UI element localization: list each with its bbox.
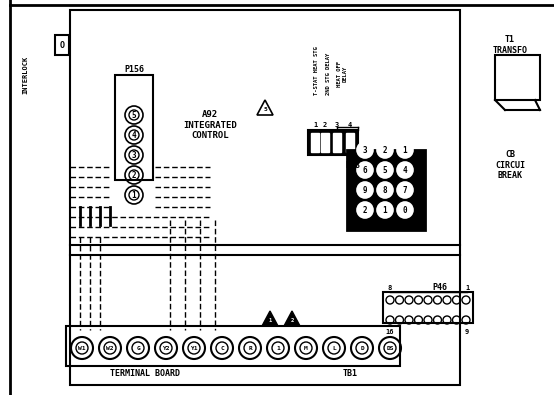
Text: 3: 3 bbox=[363, 145, 367, 154]
Circle shape bbox=[357, 162, 373, 178]
Text: INTERLOCK: INTERLOCK bbox=[22, 56, 28, 94]
Bar bbox=[66, 326, 400, 366]
Bar bbox=[347, 150, 425, 230]
Text: M: M bbox=[304, 346, 308, 350]
Text: 4: 4 bbox=[132, 130, 136, 139]
Polygon shape bbox=[284, 311, 300, 326]
Text: G: G bbox=[136, 346, 140, 350]
Circle shape bbox=[397, 142, 413, 158]
Text: 0: 0 bbox=[403, 205, 407, 214]
Text: 5: 5 bbox=[383, 166, 387, 175]
Text: W1: W1 bbox=[78, 346, 86, 350]
Text: 1: 1 bbox=[313, 122, 317, 128]
Text: 6: 6 bbox=[363, 166, 367, 175]
Text: T-STAT HEAT STG: T-STAT HEAT STG bbox=[314, 46, 319, 95]
Text: 9: 9 bbox=[363, 186, 367, 194]
Text: 4: 4 bbox=[348, 122, 352, 128]
Text: 4: 4 bbox=[403, 166, 407, 175]
Text: P156: P156 bbox=[124, 64, 144, 73]
Circle shape bbox=[397, 202, 413, 218]
Text: 2: 2 bbox=[383, 145, 387, 154]
Bar bbox=[321, 133, 329, 152]
Text: 3: 3 bbox=[132, 150, 136, 160]
Text: P46: P46 bbox=[433, 284, 448, 293]
Text: 7: 7 bbox=[403, 186, 407, 194]
Text: T1
TRANSFO: T1 TRANSFO bbox=[493, 35, 527, 55]
Text: 1: 1 bbox=[465, 285, 469, 291]
Text: R: R bbox=[248, 346, 252, 350]
Text: 1: 1 bbox=[403, 145, 407, 154]
Circle shape bbox=[377, 142, 393, 158]
Text: 16: 16 bbox=[386, 329, 394, 335]
Text: 3: 3 bbox=[335, 122, 339, 128]
Bar bbox=[55, 35, 69, 55]
Text: 2ND STG DELAY: 2ND STG DELAY bbox=[326, 53, 331, 95]
Bar bbox=[115, 75, 153, 180]
Text: P58: P58 bbox=[345, 160, 360, 169]
Bar bbox=[311, 133, 319, 152]
Text: TERMINAL BOARD: TERMINAL BOARD bbox=[110, 369, 180, 378]
Text: O: O bbox=[59, 41, 64, 49]
Text: CB
CIRCUI
BREAK: CB CIRCUI BREAK bbox=[495, 150, 525, 180]
Circle shape bbox=[377, 182, 393, 198]
Circle shape bbox=[397, 162, 413, 178]
Circle shape bbox=[357, 182, 373, 198]
Text: Y1: Y1 bbox=[190, 346, 198, 350]
Text: D: D bbox=[360, 346, 364, 350]
Bar bbox=[70, 10, 460, 385]
Text: 8: 8 bbox=[388, 285, 392, 291]
Text: W2: W2 bbox=[106, 346, 114, 350]
Text: L: L bbox=[332, 346, 336, 350]
Text: 2: 2 bbox=[290, 318, 294, 322]
Circle shape bbox=[357, 202, 373, 218]
Polygon shape bbox=[262, 311, 278, 326]
Text: 1: 1 bbox=[383, 205, 387, 214]
Circle shape bbox=[377, 202, 393, 218]
Text: TB1: TB1 bbox=[342, 369, 357, 378]
Text: 2: 2 bbox=[132, 171, 136, 179]
Text: Y2: Y2 bbox=[162, 346, 170, 350]
Bar bbox=[383, 292, 473, 323]
Text: 9: 9 bbox=[465, 329, 469, 335]
Circle shape bbox=[377, 162, 393, 178]
Text: A92
INTEGRATED
CONTROL: A92 INTEGRATED CONTROL bbox=[183, 110, 237, 140]
Circle shape bbox=[357, 142, 373, 158]
Bar bbox=[333, 133, 341, 152]
Text: 1: 1 bbox=[276, 346, 280, 350]
Text: C: C bbox=[220, 346, 224, 350]
Circle shape bbox=[397, 182, 413, 198]
Bar bbox=[308, 130, 358, 155]
Text: 2: 2 bbox=[363, 205, 367, 214]
Text: HEAT OFF
DELAY: HEAT OFF DELAY bbox=[337, 61, 347, 87]
Text: 2: 2 bbox=[323, 122, 327, 128]
Text: 1: 1 bbox=[132, 190, 136, 199]
Text: 8: 8 bbox=[383, 186, 387, 194]
Text: DS: DS bbox=[386, 346, 394, 350]
Text: 5: 5 bbox=[263, 107, 267, 111]
Bar bbox=[495, 55, 540, 100]
Text: 5: 5 bbox=[132, 111, 136, 120]
Text: 1: 1 bbox=[268, 318, 271, 322]
Bar bbox=[346, 133, 354, 152]
